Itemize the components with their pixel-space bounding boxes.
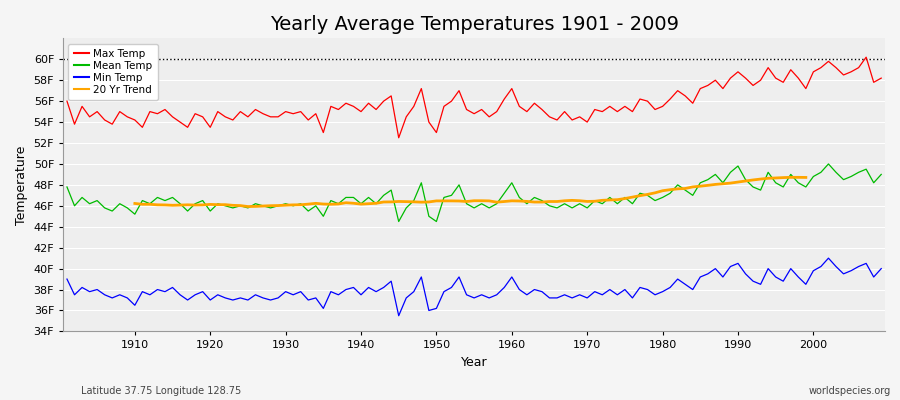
Text: Latitude 37.75 Longitude 128.75: Latitude 37.75 Longitude 128.75: [81, 386, 241, 396]
Y-axis label: Temperature: Temperature: [15, 145, 28, 224]
Legend: Max Temp, Mean Temp, Min Temp, 20 Yr Trend: Max Temp, Mean Temp, Min Temp, 20 Yr Tre…: [68, 44, 158, 100]
Text: worldspecies.org: worldspecies.org: [809, 386, 891, 396]
X-axis label: Year: Year: [461, 356, 488, 369]
Title: Yearly Average Temperatures 1901 - 2009: Yearly Average Temperatures 1901 - 2009: [270, 15, 679, 34]
